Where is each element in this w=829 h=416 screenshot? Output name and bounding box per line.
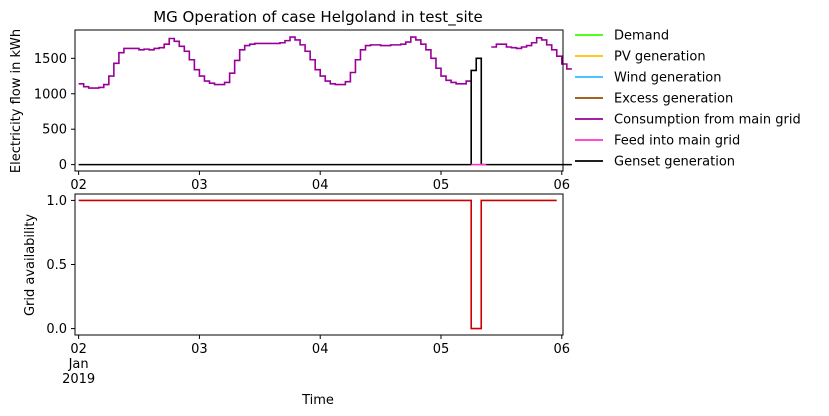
top-series-consumption-from-main-grid bbox=[78, 36, 472, 89]
top-series-genset-generation bbox=[78, 57, 572, 166]
bottom-series-lines bbox=[78, 199, 557, 330]
bottom-ytick-label: 0.5 bbox=[46, 258, 67, 273]
bottom-xtick-label: 04 bbox=[312, 342, 329, 357]
bottom-xtick-label: 05 bbox=[433, 342, 450, 357]
legend: Demand PV generation Wind generation Excess… bbox=[575, 29, 801, 170]
top-ytick-label: 1500 bbox=[34, 52, 67, 67]
legend-label: Genset generation bbox=[614, 155, 735, 170]
bottom-chart-xlabel: Time bbox=[301, 393, 334, 408]
top-plot-frame bbox=[74, 29, 564, 172]
top-series-consumption-from-main-grid bbox=[491, 36, 572, 70]
legend-label: Consumption from main grid bbox=[614, 113, 801, 128]
bottom-xtick-label: 02 bbox=[70, 342, 87, 357]
bottom-xtick-sublabel: 2019 bbox=[62, 372, 95, 387]
top-xtick-label: 05 bbox=[433, 178, 450, 193]
bottom-xtick-sublabel: Jan bbox=[68, 357, 89, 372]
top-ytick-label: 500 bbox=[42, 123, 67, 138]
top-series-lines bbox=[78, 36, 572, 166]
top-chart-title: MG Operation of case Helgoland in test_s… bbox=[153, 8, 483, 27]
top-xtick-label: 02 bbox=[70, 178, 87, 193]
legend-label: Excess generation bbox=[614, 92, 733, 107]
top-chart-ylabel: Electricity flow in kWh bbox=[9, 29, 24, 173]
legend-label: Demand bbox=[614, 29, 669, 44]
top-xtick-label: 03 bbox=[191, 178, 208, 193]
bottom-ytick-label: 0.0 bbox=[46, 322, 67, 337]
bottom-xtick-label: 06 bbox=[554, 342, 571, 357]
bottom-plot-frame bbox=[74, 193, 564, 336]
legend-label: Feed into main grid bbox=[614, 134, 740, 149]
top-ytick-label: 0 bbox=[59, 158, 67, 173]
bottom-xtick-label: 03 bbox=[191, 342, 208, 357]
top-axis-ticks: 02 03 04 05 06 0 500 1000 1500 bbox=[34, 52, 570, 193]
top-xtick-label: 04 bbox=[312, 178, 329, 193]
top-chart: MG Operation of case Helgoland in test_s… bbox=[9, 8, 572, 193]
top-xtick-label: 06 bbox=[554, 178, 571, 193]
legend-label: PV generation bbox=[614, 50, 706, 65]
legend-label: Wind generation bbox=[614, 71, 722, 86]
bottom-ytick-label: 1.0 bbox=[46, 194, 67, 209]
bottom-series-grid-availability bbox=[78, 199, 557, 330]
bottom-chart-ylabel: Grid availability bbox=[23, 214, 38, 316]
top-ytick-label: 1000 bbox=[34, 87, 67, 102]
